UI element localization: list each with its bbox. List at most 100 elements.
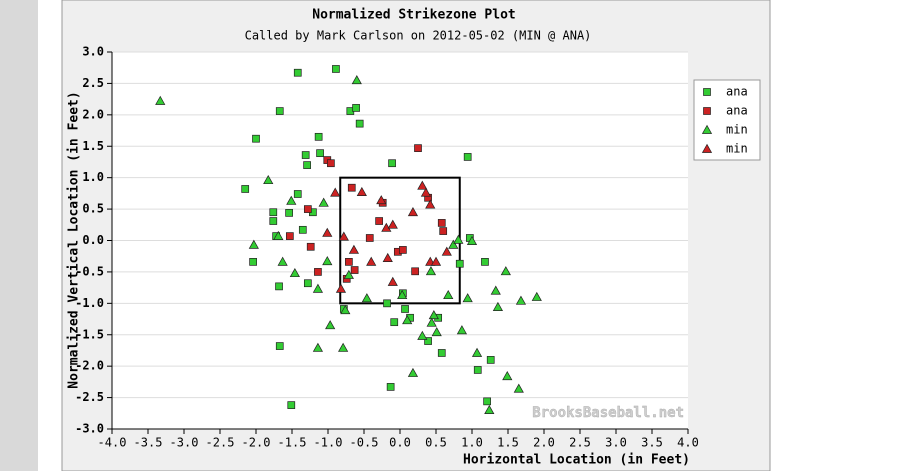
point	[252, 134, 260, 143]
point	[383, 299, 391, 308]
point	[301, 151, 310, 159]
point	[431, 327, 442, 337]
point	[273, 230, 284, 240]
point	[293, 190, 302, 198]
x-tick-label: -2.0	[242, 436, 271, 450]
y-tick-label: 1.0	[82, 170, 104, 184]
y-tick-label: 0.5	[82, 202, 104, 216]
point	[382, 252, 393, 262]
y-tick-label: -2.0	[75, 359, 104, 373]
point	[298, 225, 307, 234]
point	[356, 186, 367, 196]
point	[275, 282, 283, 291]
point	[417, 180, 428, 190]
x-tick-label: 2.0	[533, 436, 555, 450]
point	[430, 256, 442, 266]
point	[492, 301, 504, 311]
point	[486, 356, 495, 364]
point	[471, 347, 483, 357]
point	[366, 256, 377, 266]
watermark: BrooksBaseball.net	[532, 405, 684, 421]
point	[335, 283, 347, 293]
point	[407, 367, 419, 377]
point	[500, 266, 511, 276]
x-tick-label: -3.5	[134, 436, 163, 450]
point	[275, 107, 284, 115]
point	[407, 207, 419, 217]
point	[318, 197, 329, 207]
point	[303, 161, 311, 169]
point	[515, 295, 527, 305]
point	[312, 283, 324, 293]
side-strip	[0, 0, 38, 471]
point	[376, 195, 387, 205]
point	[355, 119, 364, 128]
point	[330, 187, 341, 197]
point	[375, 217, 383, 225]
point	[426, 317, 437, 327]
point	[417, 330, 428, 340]
y-axis-label: Normalized Vertical Location (in Feet)	[67, 91, 82, 388]
point	[327, 159, 335, 168]
chart-title: Normalized Strikezone Plot	[312, 8, 516, 23]
point	[502, 371, 513, 381]
point	[325, 320, 336, 330]
point	[466, 235, 478, 245]
point	[428, 310, 439, 320]
point	[443, 289, 454, 300]
x-axis-label: Horizontal Location (in Feet)	[463, 453, 690, 468]
point	[275, 342, 284, 350]
point	[397, 289, 408, 300]
point	[155, 95, 166, 105]
y-tick-label: 3.0	[82, 45, 104, 59]
x-tick-label: -2.5	[206, 436, 235, 450]
point	[448, 239, 459, 249]
point	[387, 276, 398, 286]
point	[269, 208, 278, 217]
point	[420, 187, 432, 197]
y-tick-label: -1.0	[75, 296, 104, 310]
point	[348, 244, 360, 254]
point	[484, 404, 495, 414]
point	[285, 209, 293, 217]
chart-subtitle: Called by Mark Carlson on 2012-05-02 (MI…	[245, 29, 592, 43]
point	[287, 401, 296, 409]
point	[263, 174, 274, 185]
point	[340, 305, 351, 315]
y-tick-label: 0.0	[82, 233, 104, 247]
point	[453, 234, 464, 244]
point	[286, 195, 297, 205]
point	[439, 227, 448, 235]
point	[437, 219, 446, 227]
point	[314, 268, 322, 276]
legend-marker	[703, 88, 711, 96]
point	[411, 267, 419, 276]
legend-marker	[701, 124, 713, 134]
x-tick-label: 3.5	[641, 436, 663, 450]
point	[425, 199, 436, 209]
y-tick-label: 2.5	[82, 76, 104, 90]
point	[361, 293, 372, 303]
x-tick-label: 2.5	[569, 436, 591, 450]
point	[347, 183, 356, 192]
point	[249, 258, 257, 266]
point	[338, 342, 349, 352]
x-tick-label: -1.0	[314, 436, 343, 450]
point	[303, 205, 312, 213]
x-tick-label: -0.5	[350, 436, 379, 450]
point	[338, 231, 349, 241]
point	[352, 104, 360, 112]
point	[269, 217, 278, 225]
y-tick-label: 1.5	[82, 139, 104, 153]
x-tick-label: 0.0	[389, 436, 411, 450]
point	[322, 256, 333, 266]
point	[462, 293, 473, 303]
point	[312, 342, 324, 352]
point	[399, 246, 407, 254]
legend-label: min	[726, 123, 748, 137]
point	[289, 267, 300, 278]
x-tick-label: 1.5	[497, 436, 519, 450]
y-tick-label: -1.5	[75, 327, 104, 341]
